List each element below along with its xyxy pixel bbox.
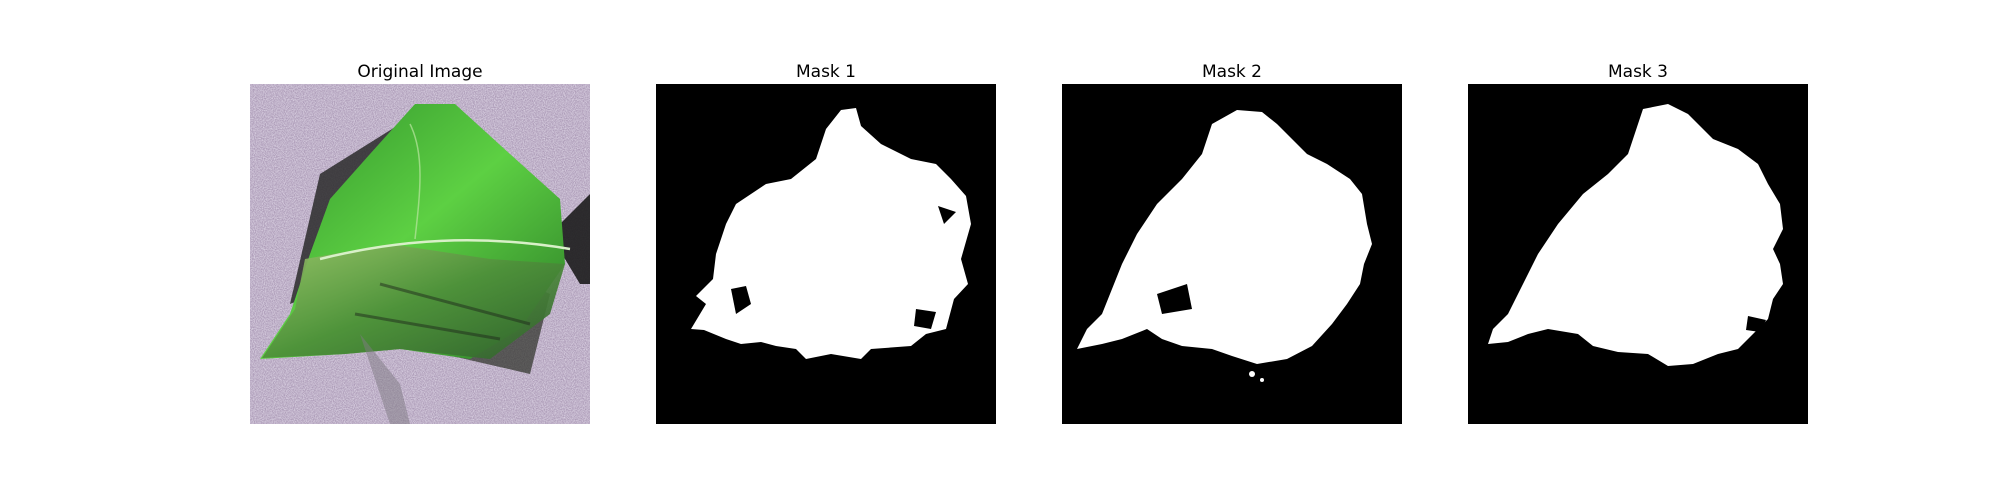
mask-2-region <box>1077 110 1372 364</box>
panel-mask-2: Mask 2 <box>1062 60 1402 424</box>
panel-title: Mask 3 <box>1607 62 1668 82</box>
panel-mask-3: Mask 3 <box>1468 60 1808 424</box>
panel-title: Mask 2 <box>1201 62 1262 82</box>
panel-original-image: Original Image <box>250 60 590 424</box>
panel-mask-1: Mask 1 <box>656 60 996 424</box>
mask-2-image <box>1062 84 1402 424</box>
mask-3-region <box>1488 104 1783 366</box>
mask-3-image <box>1468 84 1808 424</box>
original-leaf-photo <box>250 84 590 424</box>
panel-title: Mask 1 <box>795 62 856 82</box>
mask-1-region <box>691 108 971 359</box>
mask-1-image <box>656 84 996 424</box>
panel-title: Original Image <box>357 62 483 82</box>
